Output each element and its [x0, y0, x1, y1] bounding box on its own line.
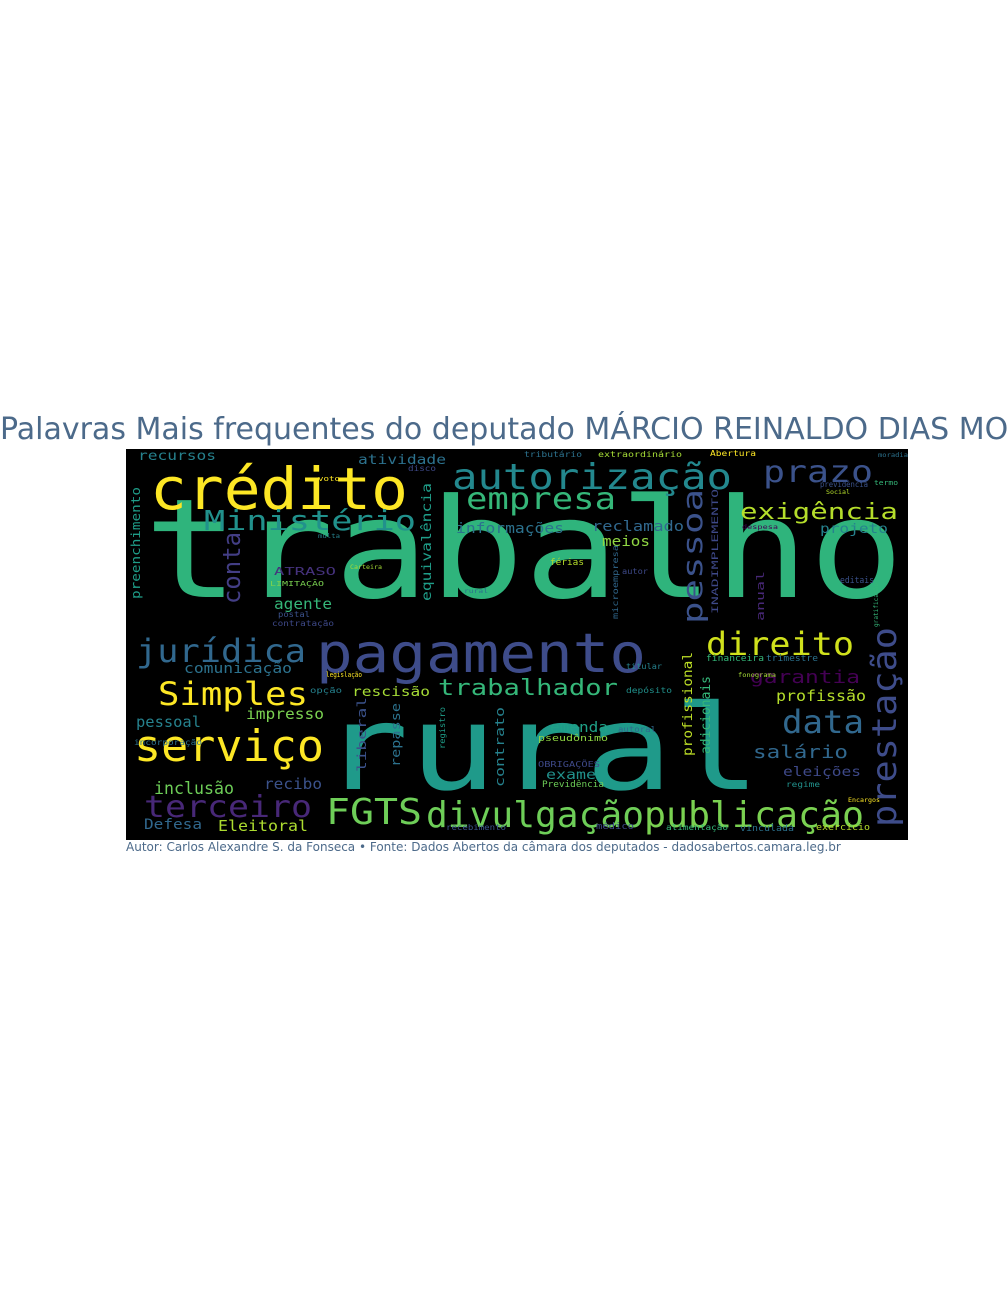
word-12: prazo — [763, 455, 873, 490]
word-75: regime — [786, 780, 820, 789]
word-3: crédito — [150, 455, 408, 523]
word-57: pseudônimo — [538, 733, 608, 744]
word-81: legislação — [326, 671, 362, 679]
word-49: contrato — [493, 707, 507, 787]
word-29: impresso — [246, 705, 324, 723]
word-88: rural — [464, 588, 489, 595]
word-31: Defesa — [144, 817, 202, 833]
word-86: despesa — [742, 524, 779, 531]
word-18: pessoa — [676, 489, 709, 624]
word-26: comunicação — [184, 661, 292, 677]
word-80: LIMITAÇÃO — [270, 579, 324, 588]
word-76: autor — [622, 567, 648, 576]
word-10: jurídica — [136, 632, 306, 670]
word-72: opção — [310, 686, 342, 695]
word-5: serviço — [134, 721, 324, 772]
word-82: voto — [318, 475, 340, 483]
word-38: equivalência — [420, 483, 435, 601]
word-83: previdência — [820, 479, 868, 489]
word-66: extraordinário — [598, 450, 682, 459]
word-77: autoral — [618, 725, 656, 734]
word-52: INADIMPLEMENTO — [711, 489, 721, 614]
word-56: OBRIGAÇÕES — [538, 758, 600, 769]
source-caption: Autor: Carlos Alexandre S. da Fonseca • … — [126, 840, 841, 854]
word-35: informações — [456, 521, 564, 537]
word-20: trabalhador — [438, 676, 618, 701]
word-59: férias — [550, 557, 584, 568]
word-47: liberal — [355, 697, 369, 772]
word-64: recebimento — [446, 823, 506, 832]
word-87: Carteira — [350, 564, 382, 571]
word-11: direito — [706, 625, 854, 663]
word-70: titular — [626, 662, 662, 671]
word-60: vinculada — [740, 824, 794, 834]
word-54: trimestre — [766, 654, 818, 664]
word-9: FGTS — [326, 792, 422, 833]
word-42: projeto — [820, 522, 888, 537]
word-13: data — [782, 703, 864, 741]
word-cloud: trabalho rural pagamento crédito autorização… — [126, 449, 908, 840]
word-55: Previdência — [542, 779, 604, 790]
word-36: meios — [602, 534, 650, 550]
word-24: profissão — [776, 687, 866, 705]
word-32: recibo — [264, 775, 322, 793]
word-65: Abertura — [710, 449, 756, 458]
word-0: trabalho — [144, 469, 904, 630]
word-27: agente — [274, 595, 332, 613]
word-39: profissional — [681, 652, 696, 756]
word-67: tributário — [524, 450, 582, 459]
word-21: exigência — [740, 500, 898, 525]
word-48: repasse — [389, 703, 403, 767]
word-33: rescisão — [352, 685, 430, 700]
word-63: alimentação — [666, 823, 728, 832]
word-90: Encargos — [848, 797, 880, 804]
word-6: divulgação — [426, 795, 644, 836]
word-92: multa — [318, 533, 340, 540]
word-68: disco — [408, 464, 436, 473]
word-51: anual — [754, 571, 767, 621]
word-17: terceiro — [144, 790, 312, 825]
word-46: exame — [546, 768, 596, 783]
word-91: gratificação — [873, 583, 880, 627]
word-78: contratação — [272, 619, 334, 628]
word-40: adicionais — [699, 676, 714, 754]
word-73: incorporação — [134, 738, 202, 747]
word-53: financeira — [706, 654, 764, 664]
word-85: Social — [826, 489, 850, 496]
word-74: editais — [840, 576, 874, 586]
word-43: atividade — [358, 453, 446, 468]
word-30: Eleitoral — [218, 817, 308, 835]
chart-title: Palavras Mais frequentes do deputado MÁR… — [0, 412, 1008, 447]
word-50: ATRASO — [274, 565, 336, 578]
word-89: moradia — [878, 452, 908, 459]
word-22: garantia — [750, 667, 860, 688]
word-79: postal — [278, 610, 310, 619]
word-84: termo — [874, 479, 898, 487]
word-61: exercício — [816, 823, 870, 833]
word-45: preenchimento — [129, 487, 143, 599]
word-23: salário — [753, 742, 848, 763]
word-34: reclamado — [592, 519, 684, 535]
word-19: conta — [218, 532, 246, 604]
word-71: depósito — [626, 685, 672, 695]
word-16: Ministério — [204, 504, 416, 537]
word-7: publicação — [644, 795, 864, 836]
word-69: microempresa — [611, 545, 620, 619]
word-37: emenda — [550, 720, 608, 736]
word-15: empresa — [466, 482, 616, 517]
word-14: Simples — [158, 675, 308, 713]
word-41: eleições — [783, 765, 861, 780]
word-28: pessoal — [136, 713, 201, 731]
word-62: médico — [596, 821, 634, 832]
word-2: pagamento — [316, 622, 646, 685]
word-58: registro — [438, 707, 447, 749]
word-1: rural — [321, 679, 761, 817]
word-44: recursos — [138, 449, 216, 464]
word-4: autorização — [452, 457, 732, 498]
word-8: prestação — [865, 627, 905, 827]
word-93: fonograma — [738, 672, 776, 679]
word-25: inclusão — [154, 779, 234, 799]
